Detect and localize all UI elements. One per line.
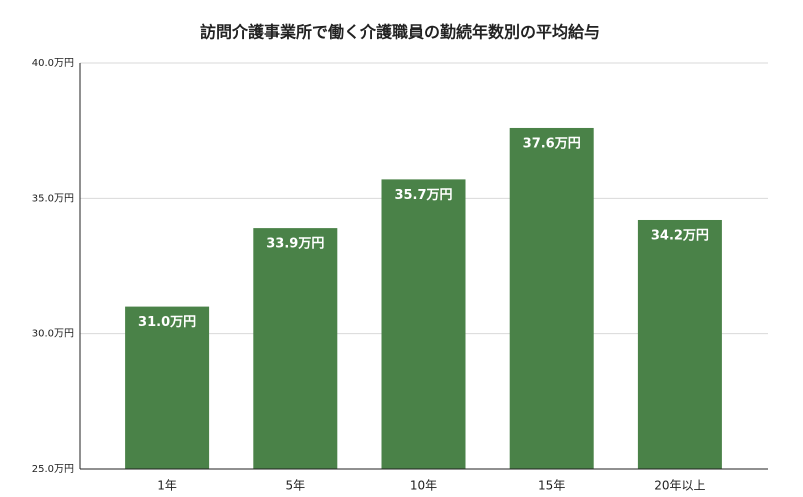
bar — [253, 228, 338, 469]
bar — [637, 219, 722, 469]
value-label: 34.2万円 — [651, 228, 709, 243]
value-label: 35.7万円 — [394, 188, 452, 203]
bar — [125, 306, 210, 469]
bar — [381, 179, 466, 470]
chart-title: 訪問介護事業所で働く介護職員の勤続年数別の平均給与 — [200, 23, 600, 42]
value-label: 31.0万円 — [138, 315, 196, 330]
x-tick-label: 10年 — [410, 479, 437, 493]
bar — [509, 127, 594, 470]
y-tick-label: 30.0万円 — [32, 329, 74, 340]
x-tick-label: 20年以上 — [654, 479, 705, 493]
y-tick-label: 40.0万円 — [32, 58, 74, 69]
x-tick-label: 15年 — [538, 479, 565, 493]
value-label: 33.9万円 — [266, 237, 324, 252]
y-tick-label: 25.0万円 — [32, 464, 74, 475]
value-label: 37.6万円 — [523, 136, 581, 151]
x-tick-label: 1年 — [157, 479, 177, 493]
y-tick-label: 35.0万円 — [32, 193, 74, 204]
x-tick-label: 5年 — [285, 479, 305, 493]
